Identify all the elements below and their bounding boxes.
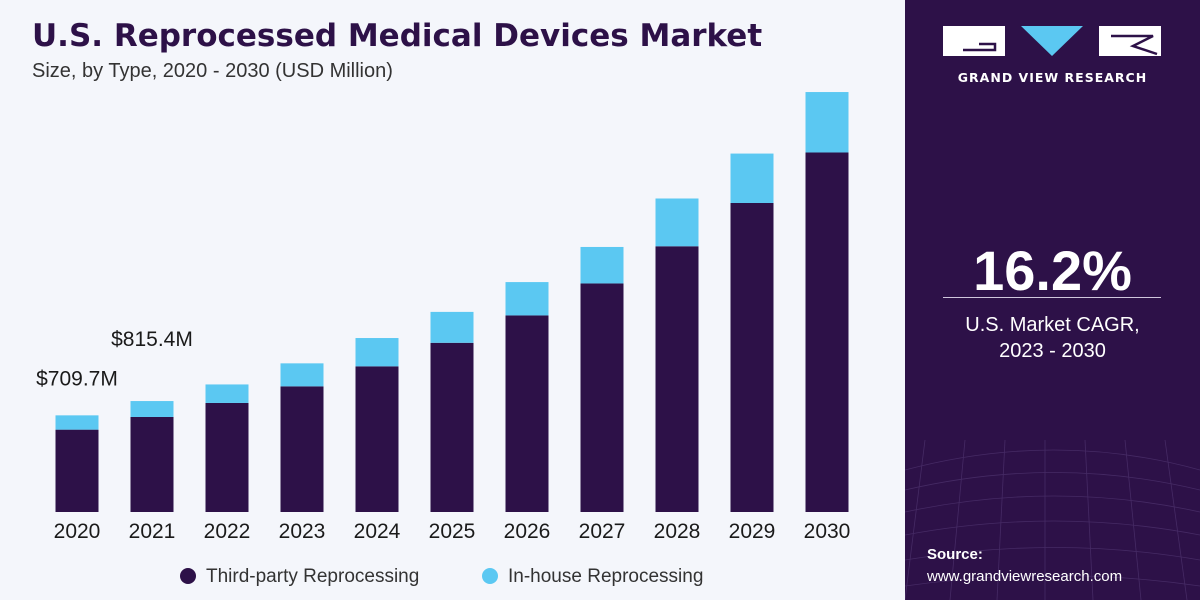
bar-third-party-2030 <box>805 152 849 513</box>
legend-label-third-party: Third-party Reprocessing <box>206 566 419 587</box>
bar-in-house-2020 <box>55 415 99 430</box>
cagr-label: U.S. Market CAGR, 2023 - 2030 <box>905 312 1200 364</box>
bar-in-house-2024 <box>355 338 399 367</box>
data-label-2020: $709.7M <box>36 367 118 390</box>
chart-subtitle: Size, by Type, 2020 - 2030 (USD Million) <box>32 60 393 82</box>
x-tick-label-2024: 2024 <box>354 520 401 543</box>
source-title: Source: <box>927 546 983 563</box>
bar-in-house-2027 <box>580 246 624 284</box>
bar-third-party-2027 <box>580 283 624 512</box>
bar-third-party-2029 <box>730 202 774 512</box>
legend-marker-in-house <box>482 568 498 584</box>
bar-third-party-2020 <box>55 429 99 512</box>
x-tick-label-2022: 2022 <box>204 520 251 543</box>
bar-in-house-2022 <box>205 384 249 403</box>
x-tick-label-2026: 2026 <box>504 520 551 543</box>
cagr-label-line1: U.S. Market CAGR, <box>965 314 1140 336</box>
bar-in-house-2023 <box>280 363 324 387</box>
source-url[interactable]: www.grandviewresearch.com <box>927 568 1123 585</box>
grand-view-research-logo <box>943 26 1161 56</box>
x-tick-label-2025: 2025 <box>429 520 476 543</box>
grid-background <box>905 439 1200 600</box>
cagr-value: 16.2% <box>973 239 1132 302</box>
bar-in-house-2029 <box>730 153 774 203</box>
legend-marker-third-party <box>180 568 196 584</box>
side-panel: GRAND VIEW RESEARCH 16.2% U.S. Market CA… <box>905 0 1200 600</box>
chart-title: U.S. Reprocessed Medical Devices Market <box>32 18 763 54</box>
bar-chart: 2020 2021 2022 2023 2024 2025 2026 2027 2028 2029… <box>36 92 851 587</box>
bar-in-house-2025 <box>430 311 474 343</box>
x-tick-label-2023: 2023 <box>279 520 326 543</box>
cagr-divider <box>943 297 1161 298</box>
bar-third-party-2025 <box>430 342 474 512</box>
cagr-label-line2: 2023 - 2030 <box>999 340 1106 362</box>
chart-panel: 2020 2021 2022 2023 2024 2025 2026 2027 2028 2029… <box>32 18 851 587</box>
x-tick-label-2021: 2021 <box>129 520 176 543</box>
x-tick-label-2030: 2030 <box>804 520 851 543</box>
bar-third-party-2021 <box>130 416 174 512</box>
x-tick-label-2029: 2029 <box>729 520 776 543</box>
brand-name: GRAND VIEW RESEARCH <box>957 70 1148 85</box>
bar-third-party-2022 <box>205 402 249 512</box>
x-tick-label-2020: 2020 <box>54 520 101 543</box>
bar-third-party-2026 <box>505 315 549 512</box>
x-tick-label-2027: 2027 <box>579 520 626 543</box>
bar-in-house-2026 <box>505 282 549 316</box>
bar-third-party-2024 <box>355 366 399 512</box>
bar-in-house-2021 <box>130 401 174 417</box>
bar-third-party-2023 <box>280 386 324 512</box>
legend-label-in-house: In-house Reprocessing <box>508 566 703 587</box>
bar-third-party-2028 <box>655 246 699 512</box>
bar-in-house-2030 <box>805 92 849 153</box>
x-tick-label-2028: 2028 <box>654 520 701 543</box>
data-label-2021: $815.4M <box>111 328 193 351</box>
bar-in-house-2028 <box>655 198 699 247</box>
